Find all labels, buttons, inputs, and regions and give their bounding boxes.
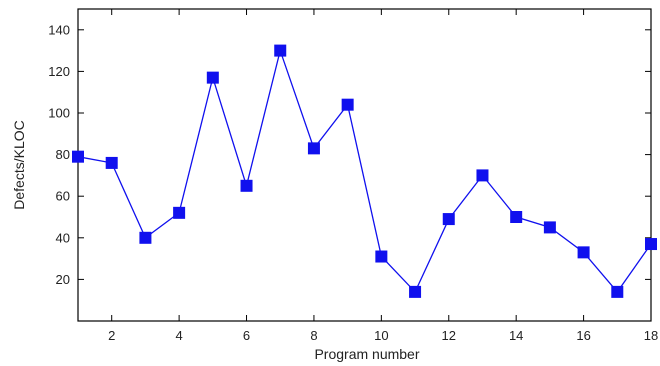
x-tick-label: 14 (509, 328, 523, 343)
data-point-17 (611, 285, 624, 298)
x-axis-label: Program number (314, 346, 419, 362)
data-point-10 (375, 250, 388, 263)
x-tick-label: 2 (108, 328, 115, 343)
series-line (77, 48, 652, 294)
plot-frame (77, 8, 652, 322)
data-point-3 (139, 231, 152, 244)
y-tick-label: 40 (56, 230, 70, 245)
y-tick-label: 120 (48, 64, 70, 79)
x-tick-label: 4 (176, 328, 183, 343)
data-point-16 (577, 246, 590, 259)
y-tick-label: 60 (56, 189, 70, 204)
x-tick-label: 8 (310, 328, 317, 343)
tick-labels: 2 4 6 8 10 12 14 16 18 20 40 60 80 100 120 140 (48, 22, 658, 343)
data-point-14 (510, 211, 523, 223)
data-point-13 (476, 169, 489, 182)
x-tick-label: 12 (442, 328, 456, 343)
x-tick-label: 6 (243, 328, 250, 343)
y-tick-label: 100 (48, 106, 70, 121)
data-point-6 (240, 179, 253, 192)
axis-ticks (78, 9, 652, 321)
y-axis-label: Defects/KLOC (11, 120, 27, 209)
data-point-18 (645, 238, 657, 251)
data-point-11 (409, 285, 422, 298)
data-point-7 (274, 44, 287, 57)
data-point-5 (206, 71, 219, 84)
series-group (72, 44, 657, 298)
x-tick-label: 10 (374, 328, 388, 343)
data-point-9 (341, 98, 354, 111)
y-tick-label: 80 (56, 147, 70, 162)
data-point-4 (173, 206, 186, 219)
data-point-12 (442, 213, 455, 226)
y-tick-label: 140 (48, 22, 70, 37)
x-tick-label: 16 (576, 328, 590, 343)
data-point-2 (105, 156, 118, 169)
y-tick-label: 20 (56, 272, 70, 287)
data-point-15 (543, 221, 556, 234)
data-point-8 (307, 142, 320, 155)
data-point-1 (72, 150, 84, 163)
x-tick-label: 18 (644, 328, 658, 343)
